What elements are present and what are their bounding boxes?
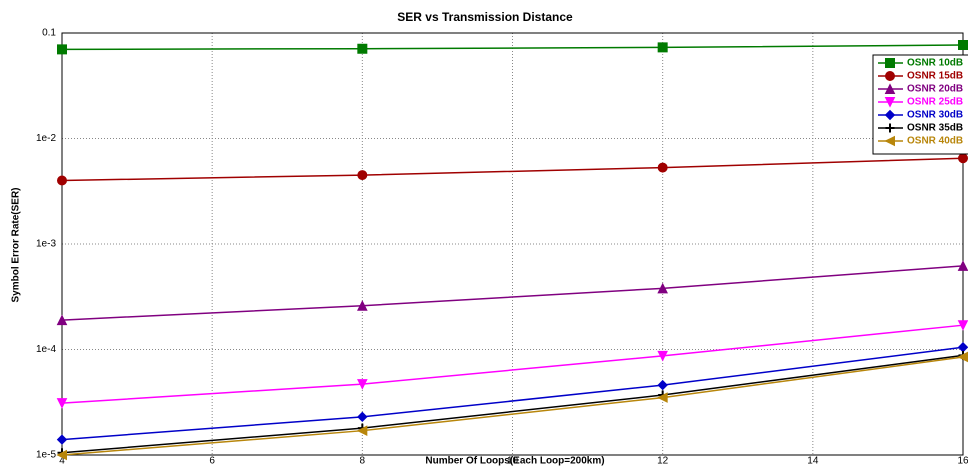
data-point: [957, 153, 968, 164]
legend-label: OSNR 25dB: [907, 97, 963, 108]
legend-marker: [884, 71, 896, 81]
data-point: [56, 434, 68, 445]
data-point: [657, 350, 668, 362]
data-point: [657, 42, 668, 53]
legend-label: OSNR 30dB: [907, 110, 963, 121]
data-point: [657, 282, 668, 294]
data-point: [56, 175, 68, 186]
y-tick-label: 1e-3: [36, 239, 56, 250]
data-point: [357, 379, 368, 390]
legend-marker: [885, 58, 895, 68]
series-line: [61, 346, 964, 441]
chart-title: SER vs Transmission Distance: [397, 10, 573, 24]
data-point: [657, 392, 668, 403]
legend-label: OSNR 35dB: [907, 123, 963, 134]
data-point: [56, 398, 68, 409]
legend-marker: [884, 83, 896, 94]
y-tick-label: 1e-4: [36, 344, 56, 355]
x-tick-label: 14: [807, 456, 819, 467]
data-point: [957, 342, 968, 353]
y-axis-label: Symbol Error Rate(SER): [11, 187, 22, 302]
data-point: [957, 320, 968, 331]
series-line: [61, 157, 964, 182]
legend-marker: [884, 97, 896, 108]
legend-marker: [885, 123, 895, 133]
x-tick-label: 12: [657, 456, 669, 467]
data-point: [957, 260, 968, 271]
x-axis-label: Number Of Loops(Each Loop=200km): [425, 456, 604, 467]
data-point: [356, 425, 368, 436]
x-tick-label: 10: [507, 456, 519, 467]
legend-label: OSNR 15dB: [907, 71, 963, 82]
data-point: [56, 449, 67, 461]
series-line: [61, 324, 964, 404]
legend-marker: [884, 109, 896, 121]
y-tick-label: 1e-2: [36, 133, 56, 144]
series-line: [61, 44, 964, 51]
data-point: [357, 411, 368, 423]
y-tick-label: 1e-5: [36, 450, 56, 461]
legend-label: OSNR 10dB: [907, 58, 963, 69]
data-point: [56, 314, 68, 326]
legend-label: OSNR 20dB: [907, 84, 963, 95]
x-tick-label: 4: [59, 456, 65, 467]
data-point: [357, 43, 368, 54]
data-point: [657, 379, 668, 391]
series-line: [61, 265, 964, 321]
plot-frame: [61, 32, 964, 456]
legend-label: OSNR 40dB: [907, 136, 963, 147]
x-tick-label: 6: [209, 456, 215, 467]
x-tick-label: 8: [360, 456, 366, 467]
data-point: [958, 39, 968, 50]
data-point: [357, 170, 368, 181]
x-tick-label: 16: [957, 456, 968, 467]
series-line: [61, 354, 964, 454]
data-point: [357, 300, 368, 311]
y-tick-label: 0.1: [42, 28, 56, 39]
series-line: [61, 356, 964, 456]
data-point: [57, 44, 67, 55]
legend-marker: [884, 135, 895, 147]
data-point: [657, 162, 668, 173]
